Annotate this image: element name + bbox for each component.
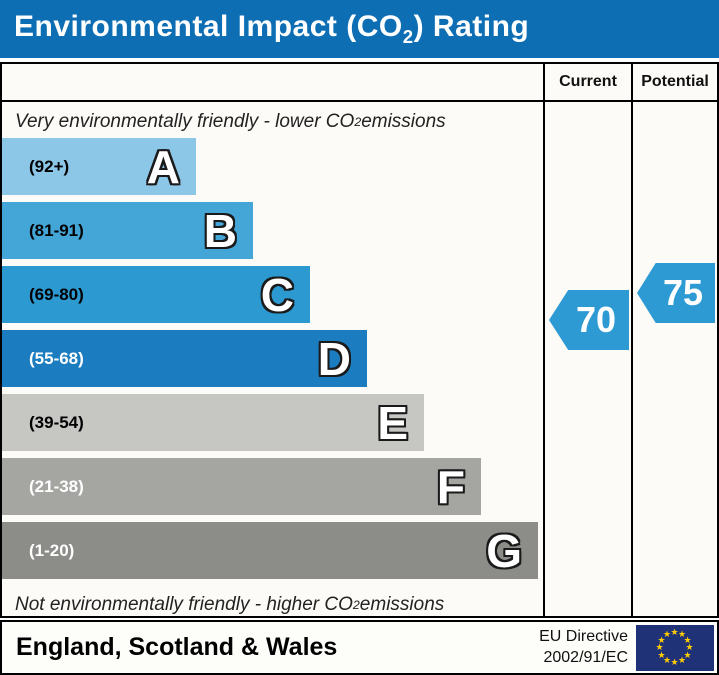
eu-directive-label: EU Directive 2002/91/EC xyxy=(539,627,628,666)
footer: England, Scotland & Wales EU Directive 2… xyxy=(0,620,719,675)
bottom-note: Not environmentally friendly - higher CO… xyxy=(15,593,445,615)
band-f: (21-38) F xyxy=(2,458,481,515)
band-a-range: (92+) xyxy=(29,156,70,176)
potential-column-header: Potential xyxy=(631,64,717,100)
band-a-letter: A xyxy=(146,140,180,193)
band-c-letter: C xyxy=(260,268,294,321)
band-e-range: (39-54) xyxy=(29,412,84,432)
band-g: (1-20) G xyxy=(2,522,538,579)
top-note: Very environmentally friendly - lower CO… xyxy=(15,111,446,132)
rating-table-body: Very environmentally friendly - lower CO… xyxy=(2,102,717,616)
chart-title-subscript: 2 xyxy=(402,26,414,47)
band-e-letter: E xyxy=(377,396,408,449)
region-label: England, Scotland & Wales xyxy=(16,633,338,661)
band-d-range: (55-68) xyxy=(29,348,84,368)
band-g-range: (1-20) xyxy=(29,540,75,560)
band-g-letter: G xyxy=(486,524,522,577)
current-rating-value: 70 xyxy=(575,299,617,340)
band-b-letter: B xyxy=(203,204,237,257)
band-f-letter: F xyxy=(436,460,465,513)
chart-title: Environmental Impact (CO2) Rating xyxy=(14,10,529,48)
potential-rating-value: 75 xyxy=(662,272,704,313)
band-c-range: (69-80) xyxy=(29,284,84,304)
band-b-range: (81-91) xyxy=(29,220,84,240)
current-column: 70 xyxy=(543,102,631,616)
potential-rating-arrow: 75 xyxy=(637,263,715,323)
current-column-header: Current xyxy=(543,64,631,100)
band-d: (55-68) D xyxy=(2,330,367,387)
rating-table: Current Potential Very environmentally f… xyxy=(0,62,719,618)
band-d-letter: D xyxy=(317,332,351,385)
band-a: (92+) A xyxy=(2,138,196,195)
chart-title-prefix: Environmental Impact (CO xyxy=(14,10,403,43)
chart-title-suffix: ) Rating xyxy=(413,10,530,43)
band-b: (81-91) B xyxy=(2,202,253,259)
chart-title-bar: Environmental Impact (CO2) Rating xyxy=(0,0,719,58)
eu-flag-icon: ★ ★ ★ ★ ★ ★ ★ ★ ★ ★ ★ ★ xyxy=(636,624,714,671)
footer-right: EU Directive 2002/91/EC ★ ★ ★ ★ ★ ★ ★ ★ ★ ★ ★ ★ xyxy=(539,624,714,671)
band-e: (39-54) E xyxy=(2,394,424,451)
bands-column: Very environmentally friendly - lower CO… xyxy=(2,102,543,616)
current-rating-arrow: 70 xyxy=(549,290,629,350)
potential-column: 75 xyxy=(631,102,717,616)
rating-table-header: Current Potential xyxy=(2,64,717,102)
band-c: (69-80) C xyxy=(2,266,310,323)
band-f-range: (21-38) xyxy=(29,476,84,496)
bands-column-header xyxy=(2,64,543,100)
